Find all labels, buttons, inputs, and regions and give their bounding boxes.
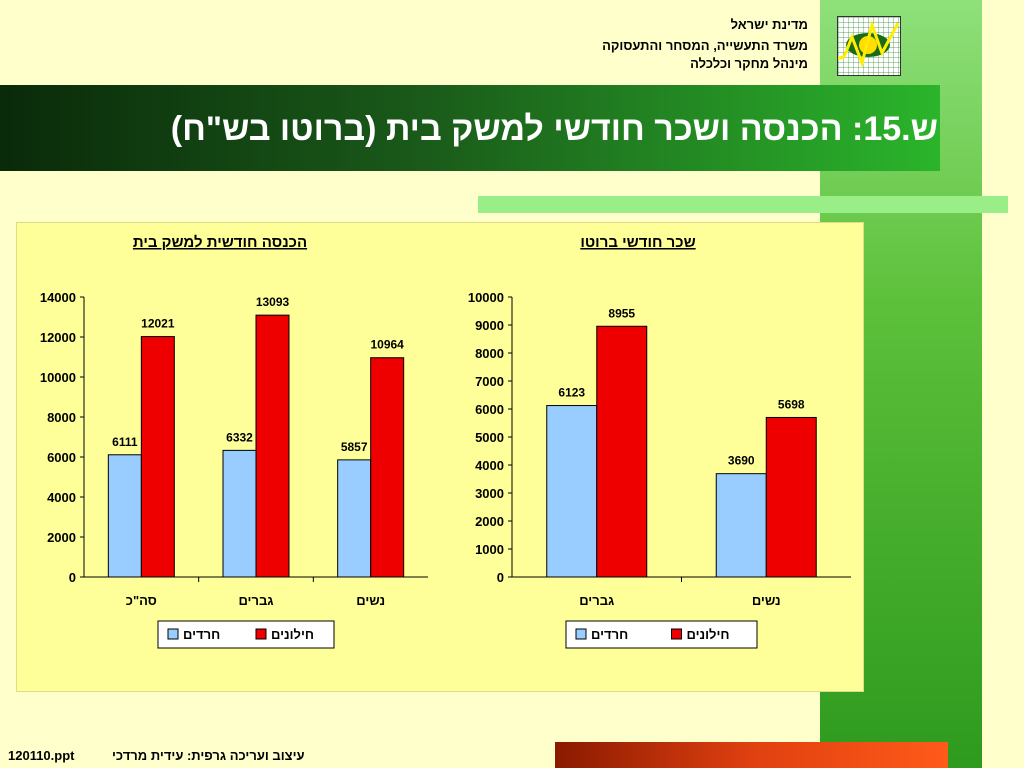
title-bar bbox=[0, 85, 940, 171]
y-tick-label: 8000 bbox=[47, 410, 76, 425]
ministry-logo-icon bbox=[825, 16, 901, 76]
data-label: 8955 bbox=[608, 306, 635, 320]
y-tick-label: 2000 bbox=[47, 530, 76, 545]
page-title: ש.15: הכנסה ושכר חודשי למשק בית (ברוטו ב… bbox=[170, 110, 938, 148]
y-tick-label: 12000 bbox=[40, 330, 76, 345]
legend-box bbox=[157, 620, 335, 649]
y-tick-label: 6000 bbox=[475, 402, 504, 417]
bar-hilonim bbox=[140, 336, 175, 578]
y-tick-label: 0 bbox=[497, 570, 504, 585]
data-label: 6332 bbox=[226, 430, 253, 444]
legend-label: חרדים bbox=[591, 627, 628, 642]
data-label: 10964 bbox=[370, 338, 404, 352]
y-tick-label: 0 bbox=[69, 570, 76, 585]
data-label: 13093 bbox=[256, 295, 290, 309]
header-line-2: משרד התעשייה, המסחר והתעסוקה bbox=[602, 38, 808, 53]
data-label: 5857 bbox=[341, 440, 368, 454]
bar-haredim bbox=[715, 473, 767, 578]
bar-haredim bbox=[546, 405, 598, 578]
y-tick-label: 3000 bbox=[475, 486, 504, 501]
x-tick-label: נשים bbox=[356, 593, 385, 608]
bar-hilonim bbox=[596, 325, 648, 578]
legend-box bbox=[565, 620, 758, 649]
y-tick-label: 2000 bbox=[475, 514, 504, 529]
header-line-1: מדינת ישראל bbox=[730, 17, 808, 32]
chart-title: הכנסה חודשית למשק בית bbox=[133, 234, 307, 251]
y-tick-label: 14000 bbox=[40, 290, 76, 305]
y-tick-label: 8000 bbox=[475, 346, 504, 361]
legend-swatch bbox=[671, 628, 682, 640]
legend-swatch bbox=[167, 628, 179, 640]
y-tick-label: 4000 bbox=[475, 458, 504, 473]
data-label: 12021 bbox=[141, 317, 175, 331]
right-edge-strip bbox=[982, 0, 1024, 768]
data-label: 3690 bbox=[728, 454, 755, 468]
y-tick-label: 4000 bbox=[47, 490, 76, 505]
chart-panel: הכנסה חודשית למשק בית 0 2000 4000 6000 8000 10… bbox=[16, 222, 864, 692]
data-label: 6123 bbox=[558, 386, 585, 400]
y-tick-label: 10000 bbox=[40, 370, 76, 385]
bar-hilonim bbox=[255, 314, 290, 578]
y-tick-label: 1000 bbox=[475, 542, 504, 557]
data-label: 6111 bbox=[112, 435, 138, 449]
bottom-decorative-bar bbox=[555, 742, 948, 768]
legend-swatch bbox=[575, 628, 587, 640]
legend-label: חילונים bbox=[271, 627, 314, 642]
bar-haredim bbox=[107, 454, 142, 578]
y-tick-label: 10000 bbox=[468, 290, 504, 305]
decorative-bar bbox=[478, 196, 1008, 213]
legend-label: חילונים bbox=[687, 627, 730, 642]
chart-title: שכר חודשי ברוטו bbox=[580, 234, 695, 251]
bar-haredim bbox=[222, 449, 257, 578]
charts-svg: הכנסה חודשית למשק בית 0 2000 4000 6000 8000 10… bbox=[40, 234, 851, 649]
y-tick-label: 9000 bbox=[475, 318, 504, 333]
bar-hilonim bbox=[370, 357, 405, 578]
bar-haredim bbox=[337, 459, 372, 578]
y-tick-label: 6000 bbox=[47, 450, 76, 465]
legend-swatch bbox=[255, 628, 267, 640]
x-tick-label: נשים bbox=[752, 593, 781, 608]
data-label: 5698 bbox=[778, 397, 805, 411]
x-tick-label: סה"כ bbox=[126, 593, 157, 608]
design-credit: עיצוב ועריכה גרפית: עידית מרדכי bbox=[112, 748, 305, 763]
bar-hilonim bbox=[765, 416, 817, 578]
legend-label: חרדים bbox=[183, 627, 220, 642]
x-tick-label: גברים bbox=[238, 593, 273, 608]
x-tick-label: גברים bbox=[579, 593, 614, 608]
file-reference: 120110.ppt bbox=[8, 748, 75, 763]
y-tick-label: 7000 bbox=[475, 374, 504, 389]
header-line-3: מינהל מחקר וכלכלה bbox=[690, 56, 808, 71]
y-tick-label: 5000 bbox=[475, 430, 504, 445]
